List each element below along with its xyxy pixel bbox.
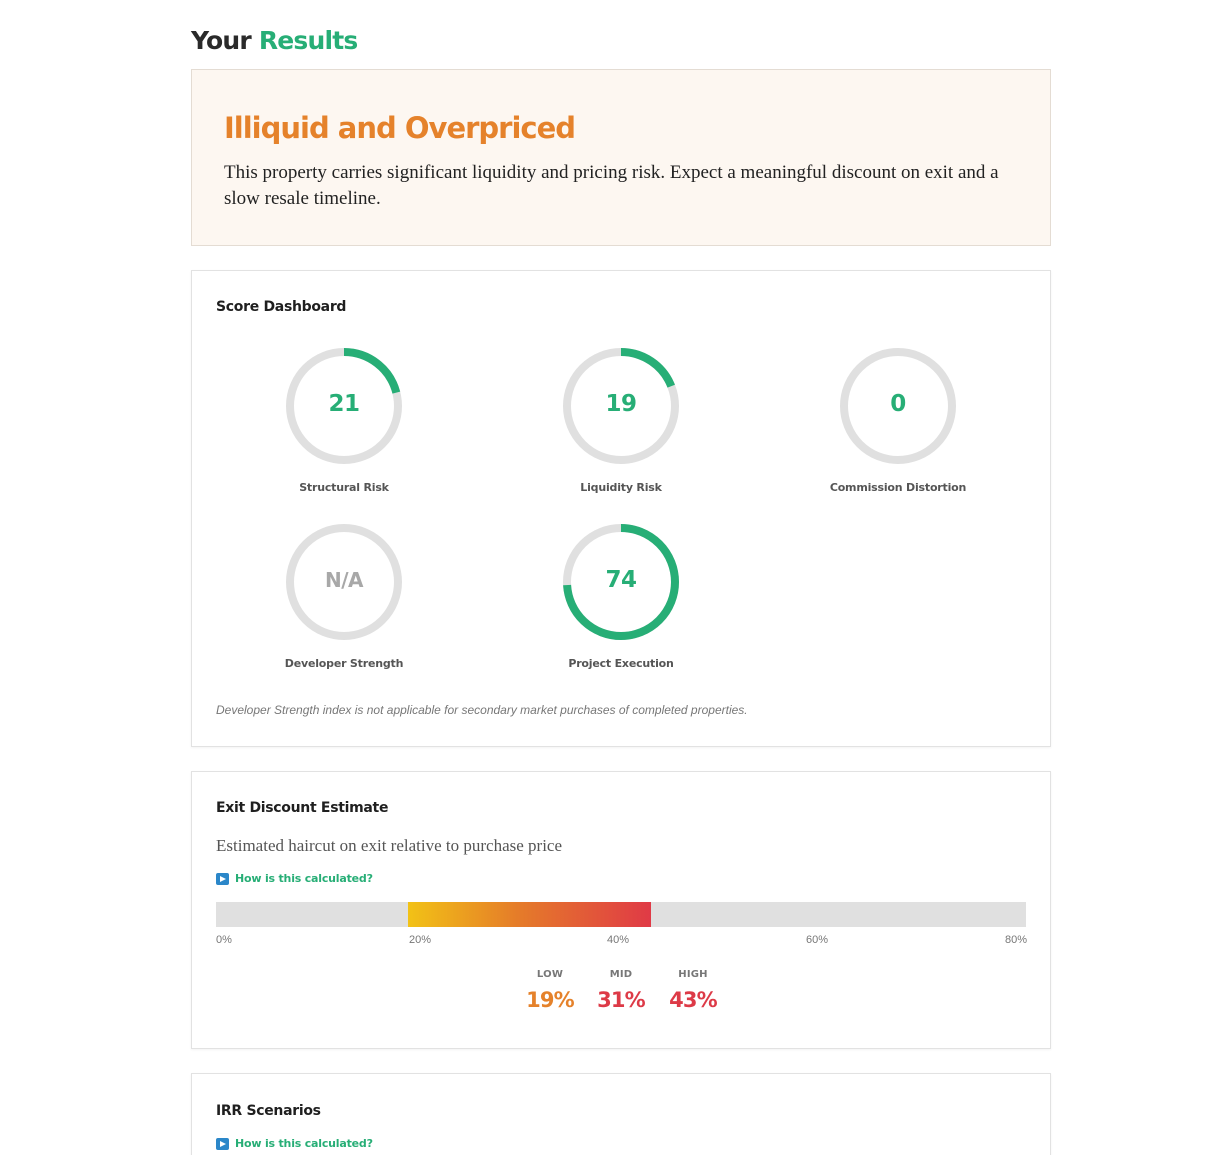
- play-icon: [216, 872, 229, 885]
- irr-scenarios-card: IRR Scenarios How is this calculated?: [191, 1073, 1051, 1155]
- stat-value: 31%: [597, 988, 646, 1012]
- stat-value: 19%: [526, 988, 575, 1012]
- score-dashboard-card: Score Dashboard 21 Structural Risk 19 Li…: [191, 270, 1051, 747]
- scale-tick: 20%: [409, 934, 432, 946]
- how-calculated-label: How is this calculated?: [235, 1137, 373, 1150]
- gauge-liquidity-risk: 19 Liquidity Risk: [531, 344, 711, 494]
- gauge-label: Project Execution: [568, 657, 674, 670]
- score-dashboard-title: Score Dashboard: [216, 299, 347, 315]
- page-title-prefix: Your: [191, 26, 252, 55]
- scale-tick: 0%: [216, 934, 232, 946]
- gauge-ring: [563, 524, 679, 640]
- stat-high: HIGH 43%: [663, 969, 723, 1012]
- gauge-ring: [286, 348, 402, 464]
- exit-discount-subtitle: Estimated haircut on exit relative to pu…: [216, 836, 563, 855]
- discount-range-bar: [216, 902, 1026, 927]
- gauge-structural-risk: 21 Structural Risk: [254, 344, 434, 494]
- irr-scenarios-title: IRR Scenarios: [216, 1103, 321, 1119]
- scale-tick: 60%: [806, 934, 829, 946]
- gauge-value: 19: [605, 391, 637, 417]
- verdict-panel: Illiquid and Overpriced This property ca…: [191, 69, 1051, 246]
- stat-label: HIGH: [678, 969, 708, 980]
- dashboard-footnote: Developer Strength index is not applicab…: [216, 703, 748, 717]
- gauge-value: 0: [890, 391, 906, 417]
- gauge-developer-strength: N/A Developer Strength: [254, 520, 434, 670]
- scale-tick: 40%: [607, 934, 630, 946]
- scale-tick: 80%: [1005, 934, 1028, 946]
- discount-range-fill: [408, 902, 652, 927]
- gauge-ring: [286, 524, 402, 640]
- how-calculated-label: How is this calculated?: [235, 872, 373, 885]
- stat-mid: MID 31%: [591, 969, 651, 1012]
- gauge-label: Structural Risk: [299, 481, 389, 494]
- stat-label: LOW: [536, 969, 564, 980]
- exit-discount-card: Exit Discount Estimate Estimated haircut…: [191, 771, 1051, 1049]
- verdict-title: Illiquid and Overpriced: [224, 111, 576, 145]
- gauge-project-execution: 74 Project Execution: [531, 520, 711, 670]
- gauge-commission-distortion: 0 Commission Distortion: [808, 344, 988, 494]
- gauge-label: Commission Distortion: [829, 481, 967, 494]
- how-calculated-link[interactable]: How is this calculated?: [216, 1137, 373, 1150]
- stat-low: LOW 19%: [520, 969, 580, 1012]
- stat-value: 43%: [669, 988, 718, 1012]
- page-title: Your Results: [191, 26, 358, 55]
- gauge-label: Liquidity Risk: [580, 481, 662, 494]
- gauge-ring: [840, 348, 956, 464]
- exit-discount-title: Exit Discount Estimate: [216, 800, 389, 816]
- page-title-accent: Results: [258, 26, 358, 55]
- stat-label: MID: [609, 969, 633, 980]
- verdict-description: This property carries significant liquid…: [224, 162, 999, 209]
- gauge-value: 21: [328, 391, 360, 417]
- how-calculated-link[interactable]: How is this calculated?: [216, 872, 373, 885]
- play-icon: [216, 1137, 229, 1150]
- gauge-value: N/A: [324, 568, 364, 592]
- gauge-ring: [563, 348, 679, 464]
- gauge-label: Developer Strength: [284, 657, 404, 670]
- gauge-value: 74: [605, 567, 637, 593]
